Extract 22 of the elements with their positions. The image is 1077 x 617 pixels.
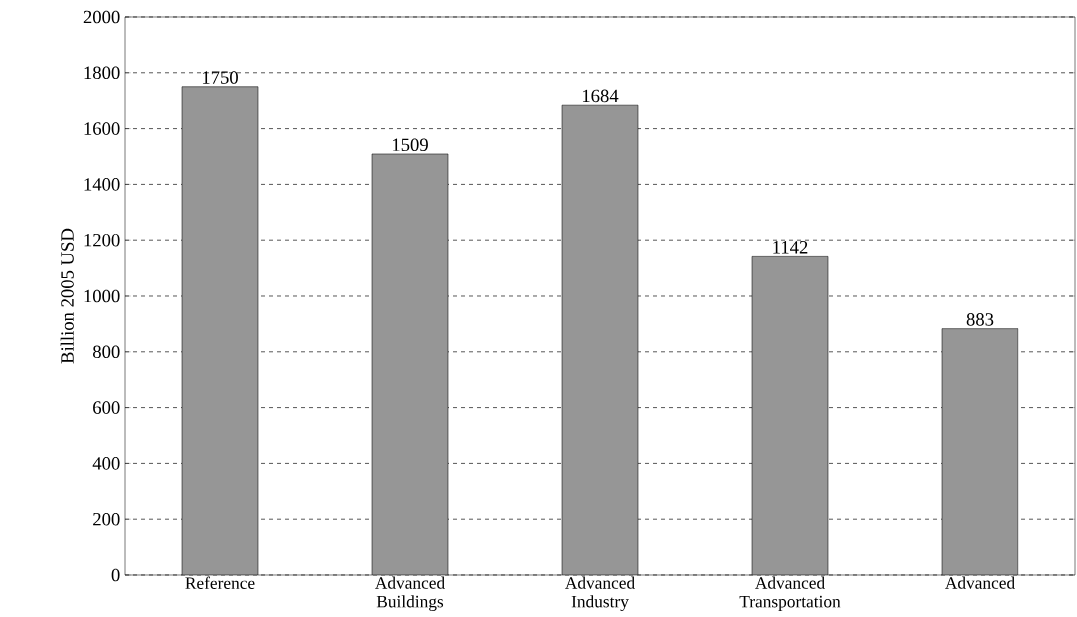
y-axis-title: Billion 2005 USD [60,228,74,364]
data-label: 883 [966,313,994,326]
data-label: 1750 [202,71,238,84]
y-tick-label: 1800 [84,66,120,80]
data-label: 1509 [392,138,428,152]
x-tick-label: Reference [185,576,255,589]
y-tick-label: 600 [93,401,120,414]
y-tick-label: 800 [93,345,120,359]
y-tick-label: 400 [92,457,120,470]
x-tick-label: Advanced Industry [565,576,635,612]
x-tick-label: Advanced [945,576,1015,589]
y-tick-label: 2000 [83,10,120,24]
y-tick-label: 1400 [84,178,120,191]
data-label: 1142 [773,241,808,254]
x-tick-label: Advanced Transportation [739,576,841,611]
y-tick-label: 1200 [84,233,120,247]
y-tick-label: 0 [111,568,120,582]
data-label: 1684 [582,89,619,103]
y-tick-label: 1000 [84,289,120,303]
y-tick-label: 200 [93,512,120,526]
y-tick-label: 1600 [84,122,120,135]
x-tick-label: Advanced Buildings [375,576,445,612]
